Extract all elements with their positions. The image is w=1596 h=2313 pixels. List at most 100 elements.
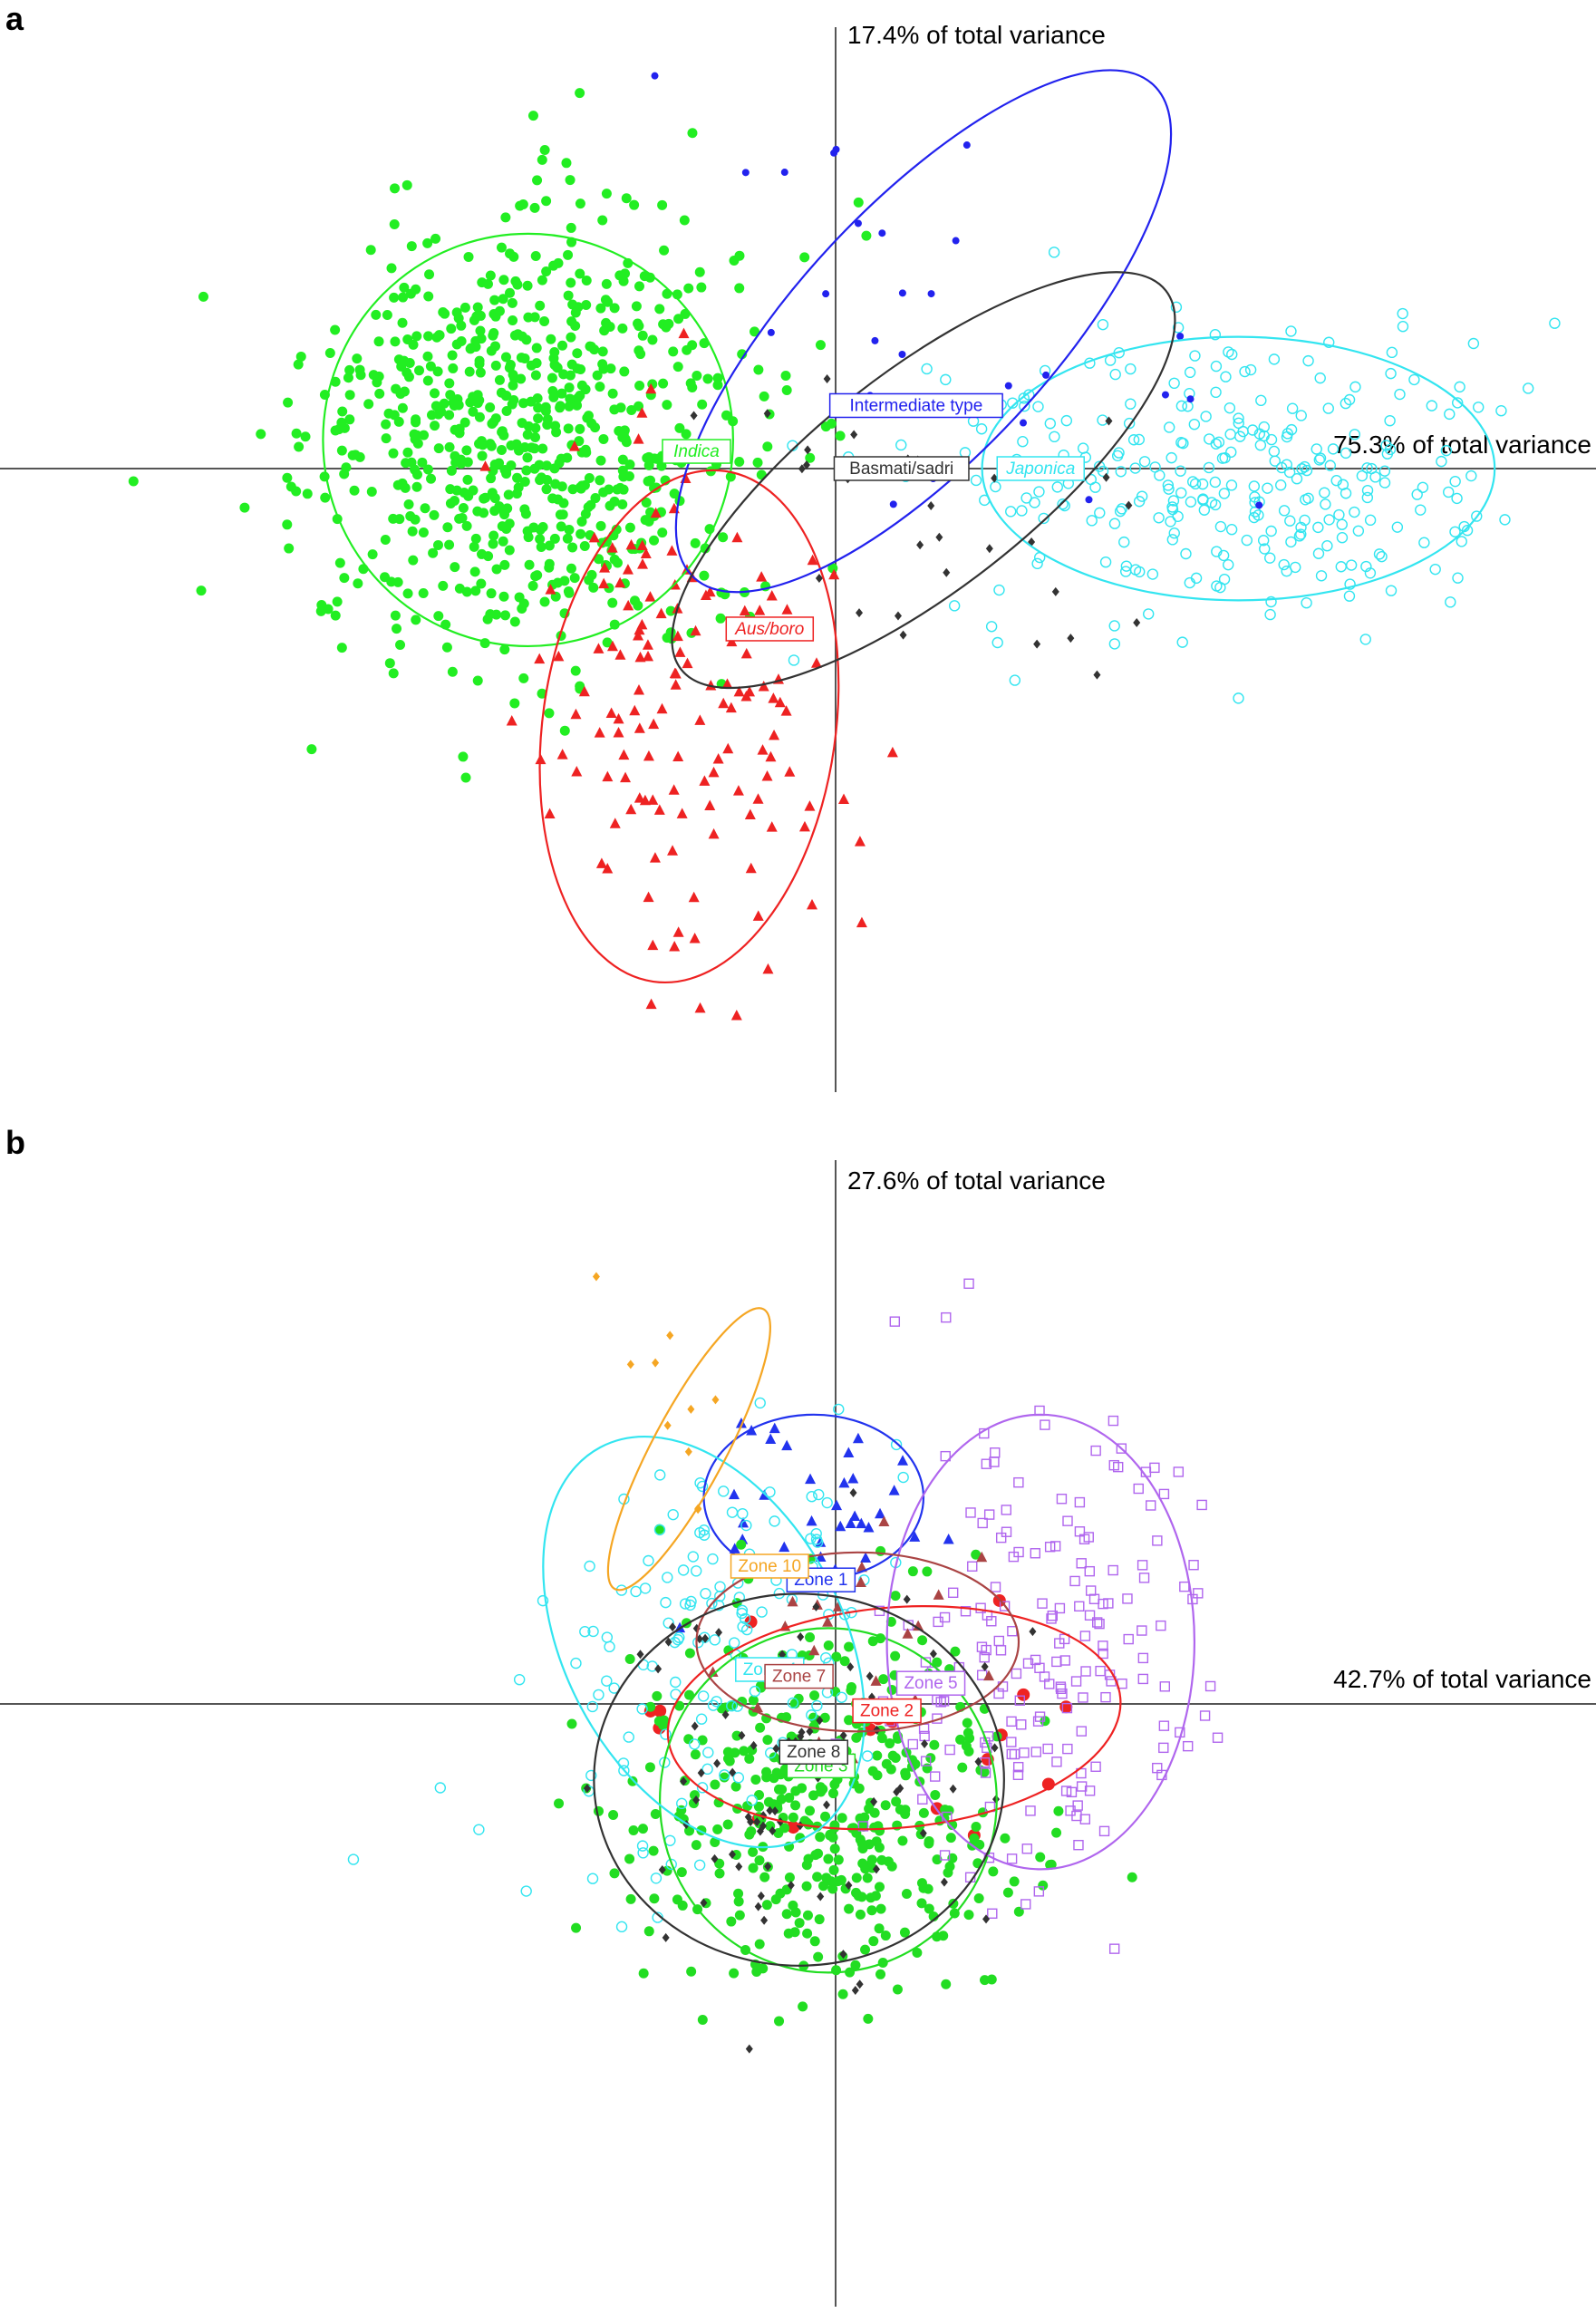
point-japonica (1175, 400, 1188, 412)
point-zone-4 (821, 1496, 833, 1509)
point-indica (461, 520, 472, 531)
point-zone-1 (806, 1515, 817, 1526)
point-indica (498, 508, 509, 518)
point-indica (498, 536, 508, 547)
point-zone-3 (566, 1718, 577, 1729)
point-zone-8 (893, 1787, 901, 1797)
point-zone-8 (754, 1902, 762, 1911)
point-zone-3 (744, 1753, 755, 1764)
point-zone-3 (697, 2015, 708, 2026)
point-aus-boro (622, 564, 634, 575)
point-zone-5 (1152, 1762, 1163, 1774)
point-japonica (1029, 497, 1040, 508)
point-zone-5 (1084, 1565, 1095, 1577)
point-aus-boro (766, 589, 778, 601)
point-indica (544, 540, 555, 551)
point-japonica (1312, 521, 1324, 534)
point-zone-8 (872, 1864, 880, 1874)
point-intermediate-type (1020, 419, 1028, 427)
point-basmati-sadri (1093, 670, 1101, 680)
point-indica (450, 562, 460, 573)
point-zone-3 (930, 1789, 941, 1800)
point-zone-3 (876, 1733, 887, 1744)
point-japonica (1138, 456, 1151, 468)
point-zone-3 (844, 1903, 855, 1914)
point-indica (665, 605, 676, 616)
point-indica (500, 610, 511, 621)
point-zone-3 (850, 1960, 861, 1970)
point-indica (488, 530, 499, 541)
point-zone-8 (757, 1891, 765, 1901)
point-indica (469, 541, 479, 552)
point-japonica (1265, 433, 1278, 446)
point-zone-3 (899, 1927, 910, 1938)
point-zone-4 (687, 1551, 700, 1563)
point-zone-1 (897, 1455, 909, 1466)
point-japonica (1293, 530, 1306, 542)
point-japonica (1172, 510, 1184, 523)
point-japonica (1275, 479, 1287, 491)
panel-b-scatter-plot: 27.6% of total variance 42.7% of total v… (0, 1160, 1596, 2307)
point-zone-5 (993, 1635, 1004, 1647)
point-zone-4 (714, 1590, 726, 1602)
point-zone-5 (1040, 1419, 1050, 1430)
point-zone-5 (1016, 1719, 1027, 1730)
point-zone-4 (732, 1772, 745, 1784)
point-indica (399, 355, 410, 366)
point-japonica (1264, 552, 1276, 564)
point-zone-3 (814, 1914, 825, 1925)
point-indica (433, 611, 444, 622)
point-zone-8 (982, 1914, 991, 1924)
point-indica (581, 275, 592, 285)
point-intermediate-type (1176, 333, 1185, 341)
point-japonica (1118, 536, 1130, 548)
point-basmati-sadri (916, 540, 924, 550)
point-zone-4 (347, 1853, 360, 1865)
point-aus-boro (633, 433, 644, 444)
point-japonica (1313, 454, 1325, 466)
point-japonica (1415, 504, 1427, 516)
point-intermediate-type (889, 500, 897, 508)
point-japonica (1417, 481, 1429, 493)
point-indica (425, 361, 436, 372)
point-indica (451, 339, 462, 350)
point-japonica (1146, 568, 1159, 580)
point-aus-boro (656, 702, 668, 714)
label-box-aus-boro (725, 616, 815, 642)
point-indica (508, 315, 518, 326)
point-aus-boro (605, 707, 617, 718)
point-zone-3 (637, 1824, 648, 1834)
point-zone-4 (679, 1598, 692, 1610)
point-indica (363, 399, 374, 410)
point-indica (533, 413, 544, 424)
point-indica (539, 596, 550, 607)
point-indica (576, 380, 587, 391)
point-zone-5 (1071, 1810, 1082, 1822)
point-zone-2 (653, 1704, 667, 1718)
point-intermediate-type (854, 219, 862, 227)
point-indica (390, 610, 401, 621)
point-zone-3 (818, 1881, 829, 1892)
ellipse-zone-3 (658, 1627, 998, 1974)
point-indica (489, 295, 500, 305)
point-indica (531, 358, 542, 369)
point-zone-5 (1006, 1716, 1017, 1727)
point-indica (343, 373, 353, 383)
point-aus-boro (620, 771, 632, 783)
point-zone-5 (920, 1756, 932, 1766)
point-zone-5 (889, 1316, 901, 1327)
point-indica (283, 397, 294, 408)
point-zone-3 (817, 1784, 828, 1795)
point-japonica (1127, 434, 1140, 446)
point-zone-3 (773, 1784, 784, 1795)
point-japonica (1176, 636, 1188, 648)
point-aus-boro (718, 697, 730, 709)
point-indica (423, 291, 434, 302)
point-japonica (1499, 514, 1511, 526)
point-zone-3 (731, 1730, 742, 1741)
point-aus-boro (689, 932, 701, 944)
point-zone-8 (669, 1622, 677, 1632)
point-basmati-sadri (690, 411, 698, 421)
point-zone-3 (980, 1975, 991, 1986)
point-japonica (1233, 417, 1244, 430)
